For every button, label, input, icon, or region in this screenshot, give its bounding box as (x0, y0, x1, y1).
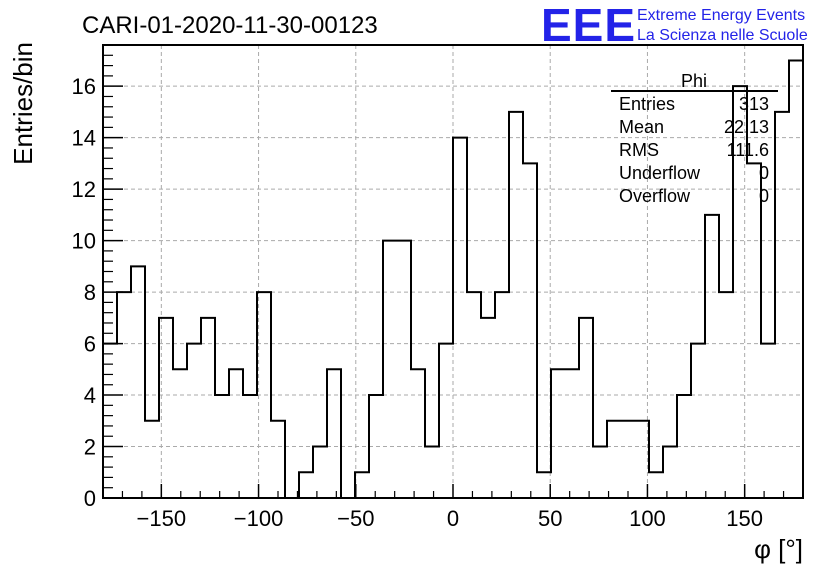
logo-line-1: Extreme Energy Events (637, 7, 805, 24)
y-tick-label: 0 (84, 486, 96, 511)
x-tick-label: 50 (538, 506, 562, 531)
stats-value: 22.13 (724, 117, 769, 137)
stats-label: Overflow (619, 186, 691, 206)
histogram-line (103, 59, 803, 499)
x-tick-label: 150 (726, 506, 763, 531)
x-tick-label: 100 (629, 506, 666, 531)
axis-ticks (103, 44, 785, 499)
logo-line-2: La Scienza nelle Scuole (637, 27, 808, 44)
stats-label: Entries (619, 94, 675, 114)
y-axis-label: Entries/bin (8, 42, 38, 165)
stats-label: RMS (619, 140, 659, 160)
y-tick-label: 10 (72, 229, 96, 254)
y-tick-label: 16 (72, 74, 96, 99)
y-tick-label: 6 (84, 332, 96, 357)
x-tick-label: −150 (137, 506, 187, 531)
y-tick-label: 8 (84, 280, 96, 305)
y-tick-label: 2 (84, 435, 96, 460)
y-tick-label: 12 (72, 177, 96, 202)
x-tick-label: −50 (337, 506, 374, 531)
logo: EEE Extreme Energy Events La Scienza nel… (541, 0, 808, 51)
y-tick-label: 4 (84, 383, 96, 408)
x-tick-label: 0 (447, 506, 459, 531)
stats-box: Phi Entries 313 Mean 22.13 RMS 111.6 Underflow… (611, 71, 778, 206)
stats-label: Mean (619, 117, 664, 137)
logo-mark: EEE (541, 0, 636, 51)
stats-value: 0 (759, 186, 769, 206)
x-axis-label: φ [°] (754, 534, 803, 564)
stats-value: 111.6 (727, 140, 769, 160)
y-tick-label: 14 (72, 126, 96, 151)
x-tick-label: −100 (234, 506, 284, 531)
chart-title: CARI-01-2020-11-30-00123 (82, 12, 378, 39)
stats-title: Phi (681, 71, 707, 91)
stats-value: 0 (759, 163, 769, 183)
stats-label: Underflow (619, 163, 701, 183)
stats-value: 313 (739, 94, 769, 114)
